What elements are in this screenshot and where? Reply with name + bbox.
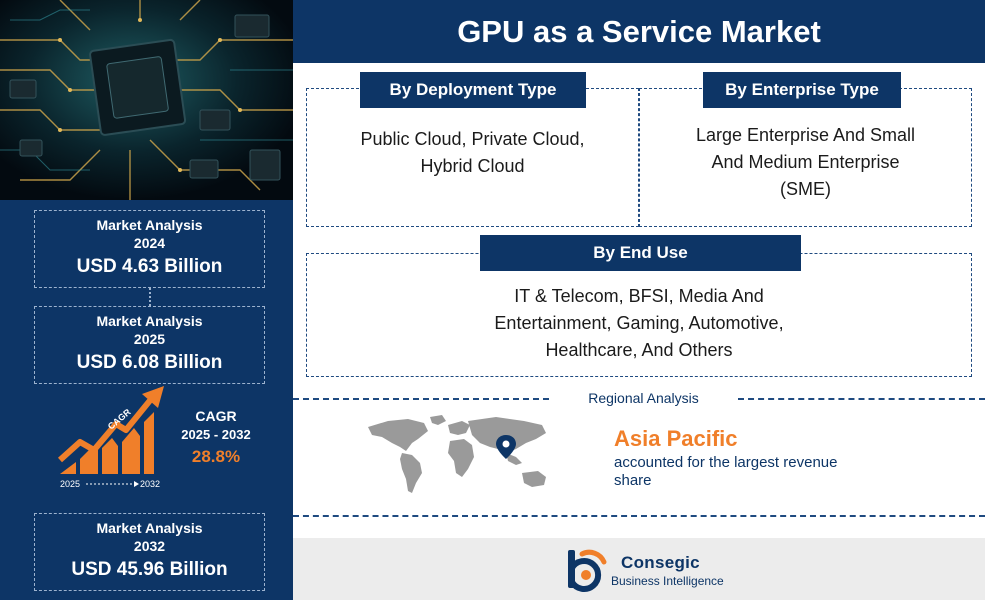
growth-chart-icon: CAGR 2025 2032 bbox=[57, 386, 164, 489]
enterprise-segment-title: By Enterprise Type bbox=[703, 72, 901, 108]
cagr-label: CAGR bbox=[195, 408, 237, 424]
location-pin-icon bbox=[496, 435, 516, 459]
region-desc-line: accounted for the largest revenue bbox=[614, 454, 838, 471]
deployment-line: Public Cloud, Private Cloud, bbox=[360, 129, 585, 149]
region-desc-line: share bbox=[614, 472, 652, 489]
cagr-value: 28.8% bbox=[191, 447, 241, 466]
end-use-line: Entertainment, Gaming, Automotive, bbox=[494, 313, 784, 333]
market-2024-year: 2024 bbox=[133, 235, 166, 251]
footer bbox=[293, 538, 985, 600]
divider bbox=[293, 398, 549, 400]
cagr-start-year: 2025 bbox=[60, 479, 80, 489]
market-2024-label: Market Analysis bbox=[96, 217, 203, 233]
deployment-segment-title: By Deployment Type bbox=[360, 72, 586, 108]
cagr-end-year: 2032 bbox=[140, 479, 160, 489]
end-use-segment-text: IT & Telecom, BFSI, Media And Entertainm… bbox=[326, 283, 952, 364]
market-2024-value: USD 4.63 Billion bbox=[76, 256, 223, 277]
world-map-icon bbox=[368, 415, 546, 493]
market-2024-box: Market Analysis 2024 USD 4.63 Billion bbox=[34, 210, 265, 288]
enterprise-line: (SME) bbox=[780, 179, 831, 199]
market-2032-box: Market Analysis 2032 USD 45.96 Billion bbox=[34, 513, 265, 591]
market-2032-year: 2032 bbox=[133, 538, 166, 554]
stat-connector bbox=[149, 288, 151, 306]
consegic-logo-icon bbox=[568, 549, 607, 592]
market-2025-value: USD 6.08 Billion bbox=[76, 352, 223, 373]
brand-name: Consegic bbox=[621, 553, 700, 572]
enterprise-line: And Medium Enterprise bbox=[711, 152, 900, 172]
end-use-line: IT & Telecom, BFSI, Media And bbox=[514, 286, 764, 306]
circuit-board-image bbox=[0, 0, 293, 200]
end-use-segment-title: By End Use bbox=[480, 235, 801, 271]
deployment-segment-text: Public Cloud, Private Cloud, Hybrid Clou… bbox=[316, 126, 629, 180]
enterprise-line: Large Enterprise And Small bbox=[695, 125, 916, 145]
brand-tagline: Business Intelligence bbox=[611, 574, 724, 588]
cagr-period: 2025 - 2032 bbox=[181, 427, 251, 442]
deployment-line: Hybrid Cloud bbox=[420, 156, 525, 176]
cagr-block: CAGR 2025 - 2032 28.8% bbox=[172, 407, 260, 469]
page-title: GPU as a Service Market bbox=[293, 0, 985, 63]
market-2025-box: Market Analysis 2025 USD 6.08 Billion bbox=[34, 306, 265, 384]
market-2032-value: USD 45.96 Billion bbox=[71, 559, 228, 580]
divider bbox=[738, 398, 985, 400]
region-description: accounted for the largest revenue share bbox=[614, 454, 884, 490]
end-use-line: Healthcare, And Others bbox=[545, 340, 733, 360]
divider bbox=[293, 515, 985, 517]
regional-analysis-label: Regional Analysis bbox=[588, 390, 699, 406]
region-name: Asia Pacific bbox=[614, 426, 738, 451]
enterprise-segment-text: Large Enterprise And Small And Medium En… bbox=[649, 122, 962, 203]
market-2025-year: 2025 bbox=[133, 331, 166, 347]
left-panel: Market Analysis 2024 USD 4.63 Billion Ma… bbox=[0, 0, 293, 600]
market-2025-label: Market Analysis bbox=[96, 313, 203, 329]
market-2032-label: Market Analysis bbox=[96, 520, 203, 536]
